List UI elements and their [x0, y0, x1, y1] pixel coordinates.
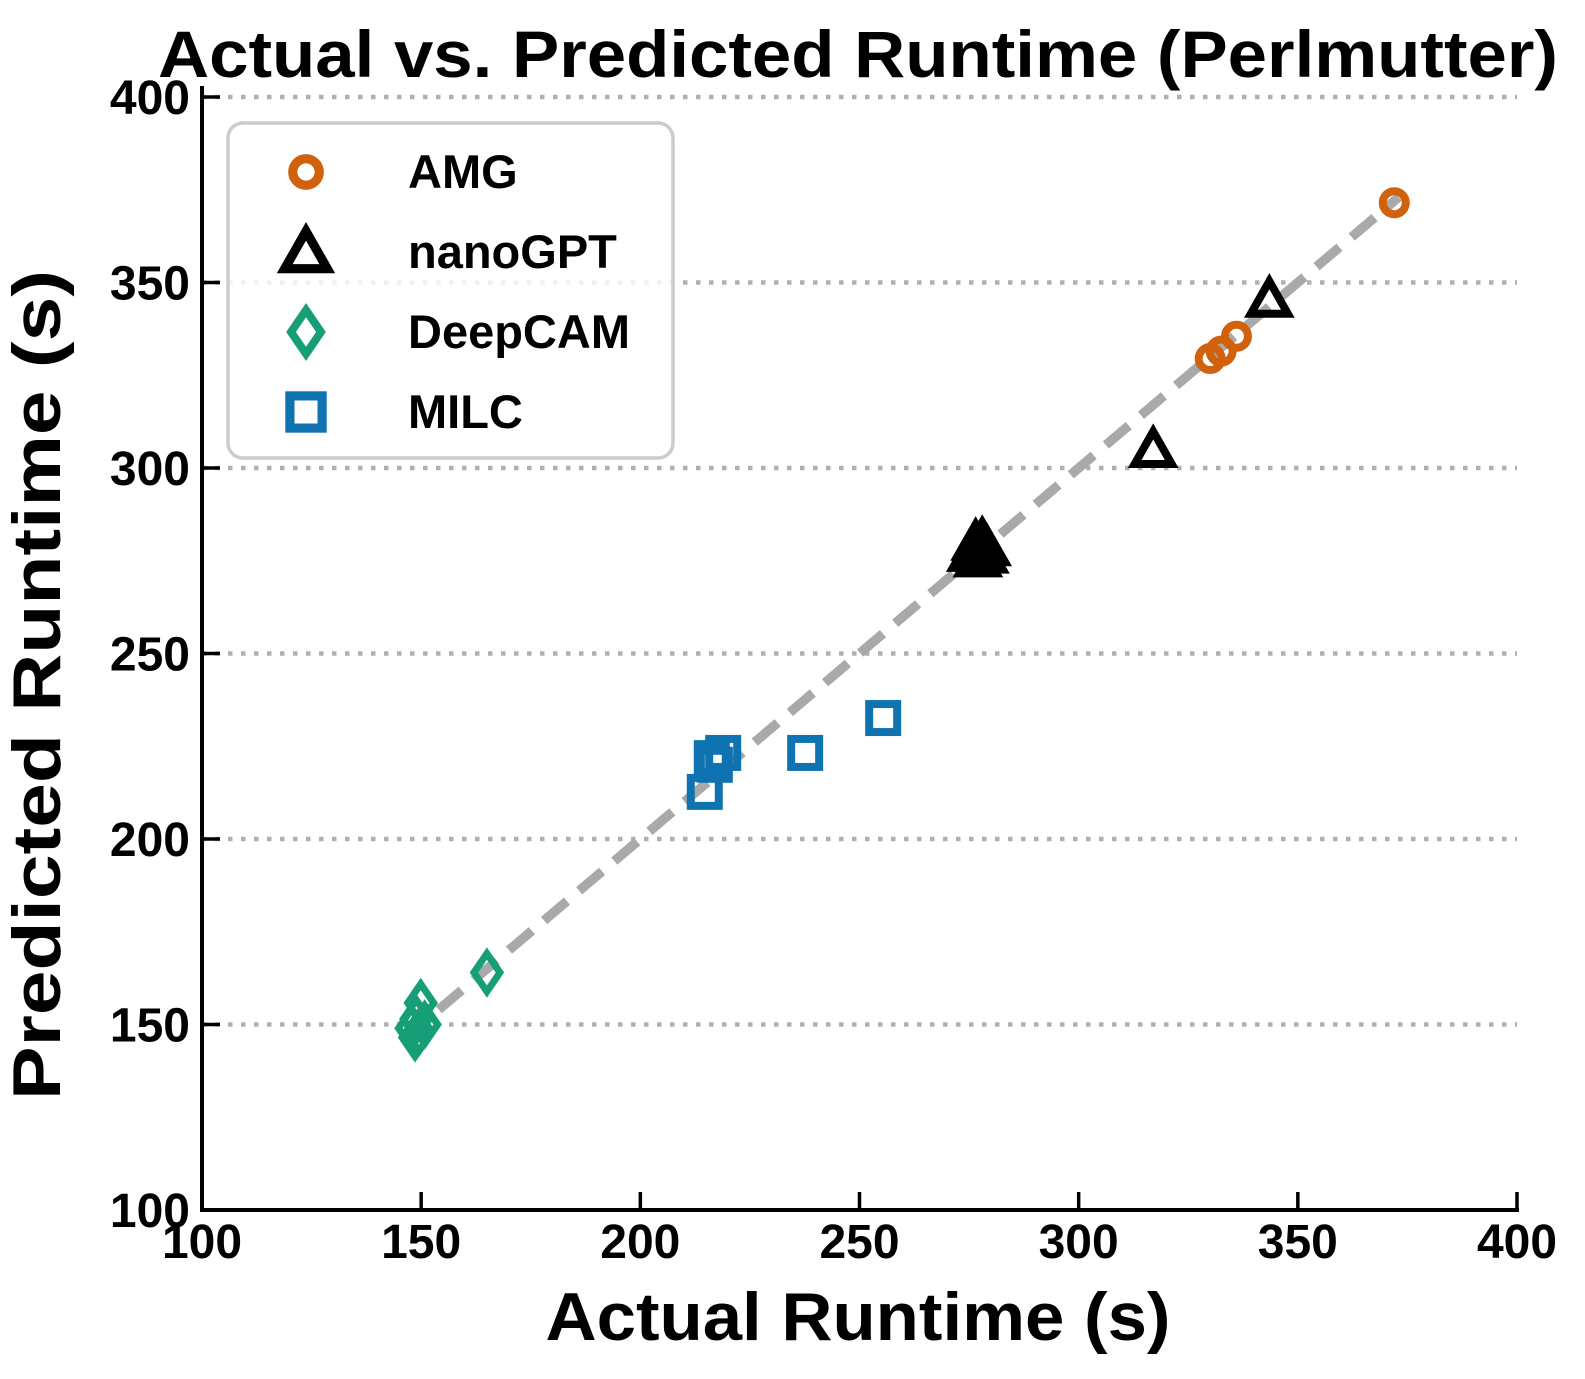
- legend-item-MILC: MILC: [285, 385, 523, 438]
- y-tick-label-350: 350: [110, 258, 190, 311]
- marker-triangle: [961, 521, 1013, 567]
- marker-diamond: [403, 977, 438, 1029]
- y-tick-label-200: 200: [110, 814, 190, 867]
- x-tick-label-300: 300: [1039, 1216, 1119, 1269]
- marker-circle: [288, 154, 324, 190]
- y-tick-label-150: 150: [110, 1000, 190, 1053]
- axes: 100 150 200 250 300 350 400 100 150 200 250 300 350 4…: [110, 72, 1557, 1269]
- x-axis-label: Actual Runtime (s): [546, 1279, 1171, 1355]
- y-tick-label-100: 100: [110, 1185, 190, 1238]
- series-MILC: [686, 700, 902, 810]
- marker-square: [705, 734, 742, 771]
- marker-circle: [1378, 187, 1410, 219]
- x-tick-label-100: 100: [162, 1216, 242, 1269]
- marker-diamond: [469, 947, 505, 998]
- legend-label-AMG: AMG: [408, 145, 518, 198]
- legend-label-nanoGPT: nanoGPT: [408, 225, 617, 278]
- data-points: [394, 187, 1410, 1063]
- y-tick-label-300: 300: [110, 443, 190, 496]
- legend-item-AMG: AMG: [288, 145, 518, 198]
- marker-triangle: [1127, 423, 1179, 468]
- legend-box: [226, 121, 675, 460]
- legend-item-nanoGPT: nanoGPT: [276, 222, 617, 278]
- marker-square: [787, 734, 824, 771]
- legend-item-DeepCAM: DeepCAM: [286, 303, 630, 361]
- y-tick-label-250: 250: [110, 629, 190, 682]
- marker-diamond: [286, 303, 326, 361]
- marker-triangle: [1243, 273, 1295, 318]
- identity-line: [400, 193, 1402, 1043]
- x-tick-label-200: 200: [600, 1216, 680, 1269]
- marker-square: [285, 391, 327, 433]
- legend-label-MILC: MILC: [408, 385, 523, 438]
- legend: AMG nanoGPT DeepCAM MILC: [226, 121, 675, 460]
- series-AMG: [1194, 187, 1410, 375]
- marker-circle: [1220, 320, 1252, 352]
- series-DeepCAM: [394, 947, 505, 1063]
- x-tick-label-150: 150: [381, 1216, 461, 1269]
- series-nanoGPT: [945, 273, 1295, 578]
- y-tick-label-400: 400: [110, 72, 190, 125]
- marker-square: [865, 700, 902, 737]
- chart-title: Actual vs. Predicted Runtime (Perlmutter…: [158, 17, 1558, 91]
- x-tick-label-400: 400: [1477, 1216, 1557, 1269]
- y-axis-label: Predicted Runtime (s): [0, 270, 75, 1100]
- x-tick-label-250: 250: [819, 1216, 899, 1269]
- marker-triangle: [276, 222, 336, 274]
- x-tick-label-350: 350: [1258, 1216, 1338, 1269]
- legend-label-DeepCAM: DeepCAM: [408, 305, 630, 358]
- identity-dashed-line: [400, 193, 1402, 1043]
